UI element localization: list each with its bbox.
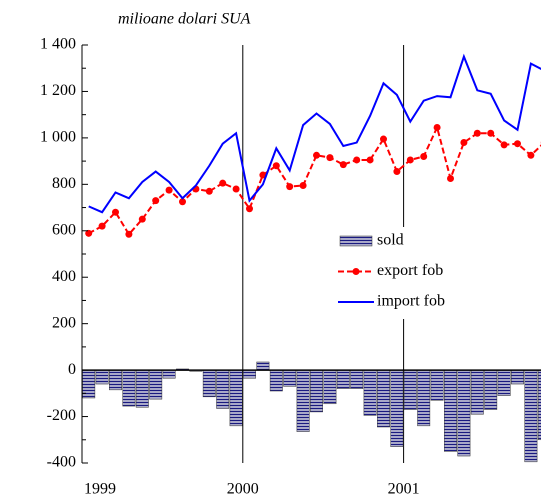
legend-label: export fob <box>377 262 443 279</box>
bar <box>470 369 484 415</box>
y-tick-label: 0 <box>68 361 76 378</box>
marker <box>138 215 146 223</box>
bar <box>417 369 431 427</box>
bar <box>216 369 230 409</box>
bar <box>390 369 404 447</box>
bar <box>457 369 471 457</box>
marker <box>165 186 173 194</box>
plot-area <box>82 45 541 463</box>
marker <box>125 230 133 238</box>
marker <box>433 123 441 131</box>
marker <box>85 229 93 237</box>
marker <box>326 154 334 162</box>
bar <box>377 369 390 428</box>
marker <box>339 161 347 169</box>
legend-label: import fob <box>377 293 445 310</box>
x-tick-label: 1999 <box>84 481 116 498</box>
bar <box>202 369 216 398</box>
y-tick-label: -200 <box>47 407 76 424</box>
bar <box>122 369 136 407</box>
y-tick-label: 800 <box>52 175 76 192</box>
marker <box>286 183 294 191</box>
bar <box>283 369 297 387</box>
y-tick-label: 400 <box>52 268 76 285</box>
bar <box>229 369 243 427</box>
marker <box>98 222 106 230</box>
marker <box>527 151 535 159</box>
marker <box>380 135 387 143</box>
bar <box>135 369 149 408</box>
y-tick-label: -400 <box>47 454 76 471</box>
marker <box>460 139 468 147</box>
bar <box>403 369 417 410</box>
marker <box>514 140 521 148</box>
marker <box>353 156 361 164</box>
marker <box>473 129 481 137</box>
legend-swatch <box>339 235 373 247</box>
marker <box>246 205 253 213</box>
bar <box>511 369 524 385</box>
marker <box>179 198 186 206</box>
bar <box>109 369 122 391</box>
bar <box>537 369 541 441</box>
marker <box>406 156 414 164</box>
bar <box>350 369 364 389</box>
line <box>88 124 541 236</box>
bar <box>243 369 256 379</box>
marker <box>500 141 508 149</box>
x-tick-label: 2000 <box>227 481 259 498</box>
bar <box>269 369 283 392</box>
marker <box>112 208 119 216</box>
x-tick-label: 2001 <box>388 481 420 498</box>
bar <box>430 369 444 401</box>
y-tick-label: 600 <box>52 221 76 238</box>
marker <box>487 129 495 137</box>
bar <box>444 369 457 452</box>
bar <box>497 369 511 396</box>
legend-label: sold <box>377 232 404 249</box>
y-tick-label: 1 200 <box>40 82 76 99</box>
marker <box>366 156 374 164</box>
bar <box>323 369 337 405</box>
marker <box>313 151 320 159</box>
bar <box>336 369 350 389</box>
bar <box>310 369 323 413</box>
line <box>88 53 541 214</box>
chart-title: milioane dolari SUA <box>118 11 251 28</box>
marker <box>219 179 227 187</box>
marker <box>232 185 240 193</box>
bar <box>162 369 176 379</box>
marker <box>299 181 307 189</box>
bar <box>484 369 498 410</box>
marker <box>205 187 213 195</box>
bar <box>95 369 109 385</box>
marker <box>420 152 428 160</box>
marker <box>447 175 454 183</box>
bar <box>256 361 270 371</box>
y-tick-label: 200 <box>52 314 76 331</box>
bar <box>149 369 163 400</box>
legend-marker <box>352 268 360 275</box>
bar <box>363 369 377 416</box>
bar <box>524 369 538 463</box>
marker <box>272 162 280 170</box>
y-tick-label: 1 400 <box>40 36 76 53</box>
marker <box>152 197 160 205</box>
y-tick-label: 1 000 <box>40 129 76 146</box>
marker <box>393 168 401 176</box>
bar <box>296 369 310 432</box>
